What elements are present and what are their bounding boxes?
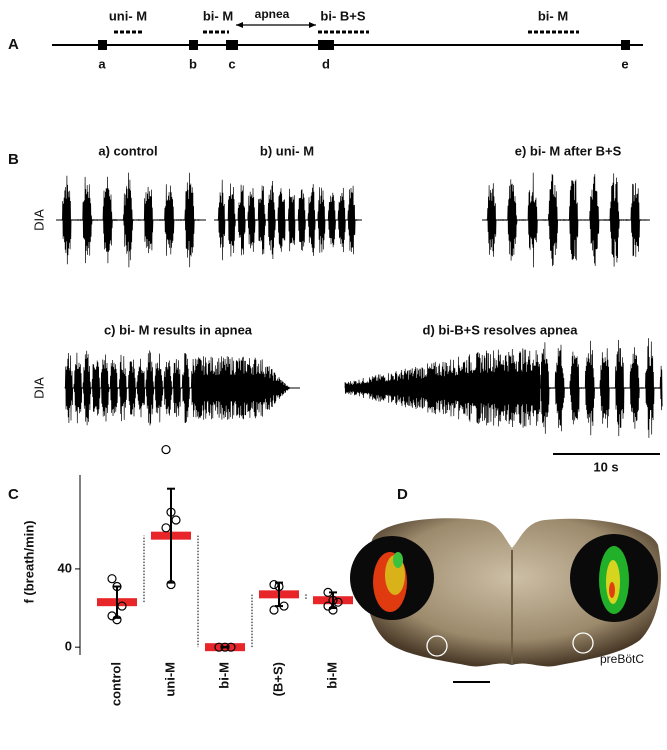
emg-trace xyxy=(64,350,196,426)
histology: preBötC xyxy=(350,518,661,683)
y-tick-label: 0 xyxy=(65,639,72,654)
data-point xyxy=(214,642,224,652)
marker-label: e xyxy=(621,56,628,71)
region-outline xyxy=(572,632,594,654)
marker-label: c xyxy=(228,56,235,71)
fluorescence xyxy=(609,582,615,598)
data-point xyxy=(279,601,289,611)
data-point xyxy=(328,605,338,615)
x-tick-label: bi-M xyxy=(216,662,231,689)
marker-label: a xyxy=(98,56,106,71)
panel-label: B xyxy=(8,151,19,168)
traces: a) control b) uni- M e) bi- M after B+S … xyxy=(31,143,663,474)
data-point xyxy=(328,595,338,605)
data-point xyxy=(323,587,333,597)
marker-block xyxy=(98,40,107,50)
data-point xyxy=(112,615,122,625)
x-tick-label: uni-M xyxy=(162,662,177,697)
data-point xyxy=(166,579,176,590)
panel-label: A xyxy=(8,36,19,53)
region-label: preBötC xyxy=(600,652,644,666)
marker-block xyxy=(226,40,238,50)
x-tick-label: bi-M xyxy=(324,662,339,689)
panel-label: C xyxy=(8,486,19,503)
y-tick-label: 40 xyxy=(58,560,72,575)
marker-block xyxy=(318,40,334,50)
y-axis-title: f (breath/min) xyxy=(21,520,36,603)
data-point xyxy=(171,515,181,525)
period-label: bi- B+S xyxy=(320,8,365,23)
marker-label: d xyxy=(322,56,330,71)
data-point xyxy=(166,507,176,517)
period-label: uni- M xyxy=(109,8,147,23)
data-point xyxy=(161,523,171,533)
channel-label: DIA xyxy=(31,209,46,231)
data-point xyxy=(269,605,279,615)
data-point xyxy=(161,444,171,455)
data-point xyxy=(226,642,236,652)
marker-block xyxy=(621,40,630,50)
channel-label: DIA xyxy=(31,377,46,399)
trace-title: e) bi- M after B+S xyxy=(515,143,622,158)
x-tick-label: control xyxy=(108,662,123,706)
emg-trace xyxy=(486,172,648,268)
trace-title: a) control xyxy=(98,143,157,158)
timeline: uni- M bi- M apnea bi- B+S bi- M a b c d… xyxy=(52,7,643,71)
marker-label: b xyxy=(189,56,197,71)
trace-title: b) uni- M xyxy=(260,143,314,158)
emg-trace xyxy=(344,348,541,428)
data-point xyxy=(112,581,122,592)
scale-label: 10 s xyxy=(593,459,618,474)
trace-title: c) bi- M results in apnea xyxy=(104,322,253,337)
data-point xyxy=(117,601,127,611)
period-label: bi- M xyxy=(538,8,568,23)
data-point xyxy=(274,581,284,592)
period-label: apnea xyxy=(255,7,290,21)
trace-title: d) bi-B+S resolves apnea xyxy=(423,322,579,337)
panel-label: D xyxy=(397,486,408,503)
data-point xyxy=(269,579,279,590)
emg-trace xyxy=(194,356,291,420)
emg-trace xyxy=(61,172,201,268)
fluorescence xyxy=(393,552,403,568)
chart: f (breath/min) 0 40 control uni-M bi-M (B+S) b… xyxy=(21,444,353,706)
data-point xyxy=(220,642,230,652)
marker-block xyxy=(189,40,198,50)
emg-trace xyxy=(217,179,359,261)
region-outline xyxy=(426,635,448,657)
data-point xyxy=(333,597,343,607)
x-tick-label: (B+S) xyxy=(270,662,285,696)
period-label: bi- M xyxy=(203,8,233,23)
data-point xyxy=(107,574,117,584)
